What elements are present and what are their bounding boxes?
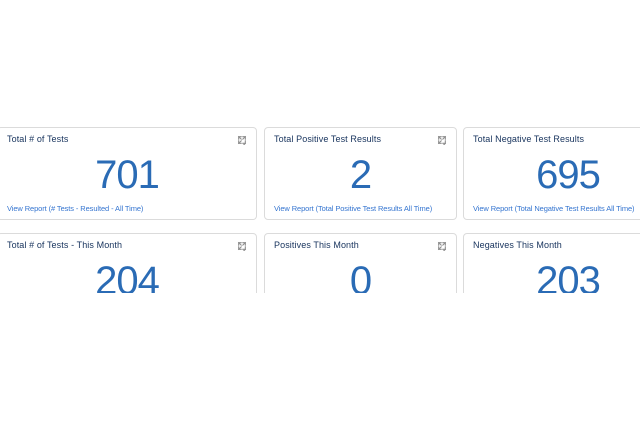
- card-title: Positives This Month: [274, 240, 359, 250]
- card-header: Total Positive Test Results: [274, 134, 447, 145]
- expand-icon[interactable]: [237, 241, 247, 251]
- card-header: Total # of Tests: [7, 134, 247, 145]
- expand-icon[interactable]: [237, 135, 247, 145]
- view-report-link[interactable]: View Report (# Tests - Resulted - All Ti…: [7, 204, 144, 213]
- card-title: Total Positive Test Results: [274, 134, 382, 144]
- view-report-link[interactable]: View Report (Total Negative Test Results…: [473, 204, 635, 213]
- metric-value: 0: [349, 258, 372, 294]
- metric-card-total-positive: Total Positive Test Results 2 View Repor…: [264, 127, 457, 220]
- metric-value: 2: [349, 152, 372, 197]
- expand-icon[interactable]: [437, 241, 447, 251]
- metric-value: 701: [95, 152, 160, 197]
- card-header: Total # of Tests - This Month: [7, 240, 247, 251]
- card-header: Positives This Month: [274, 240, 447, 251]
- metric-card-total-negative: Total Negative Test Results 695 View Rep…: [463, 127, 640, 220]
- metric-card-total-tests: Total # of Tests 701 View Report (# Test…: [0, 127, 257, 220]
- metric-value: 695: [536, 152, 601, 197]
- card-title: Total # of Tests - This Month: [7, 240, 123, 250]
- metric-card-positives-this-month: Positives This Month 0: [264, 233, 457, 293]
- card-header: Negatives This Month: [473, 240, 640, 251]
- card-header: Total Negative Test Results: [473, 134, 640, 145]
- expand-icon[interactable]: [437, 135, 447, 145]
- metric-card-tests-this-month: Total # of Tests - This Month 204: [0, 233, 257, 293]
- card-title: Total # of Tests: [7, 134, 69, 144]
- view-report-link[interactable]: View Report (Total Positive Test Results…: [274, 204, 433, 213]
- card-title: Negatives This Month: [473, 240, 562, 250]
- metric-value: 204: [95, 258, 160, 294]
- dashboard-row-2: Total # of Tests - This Month 204 Positi…: [0, 233, 640, 293]
- card-title: Total Negative Test Results: [473, 134, 585, 144]
- metric-card-negatives-this-month: Negatives This Month 203: [463, 233, 640, 293]
- metric-value: 203: [536, 258, 601, 294]
